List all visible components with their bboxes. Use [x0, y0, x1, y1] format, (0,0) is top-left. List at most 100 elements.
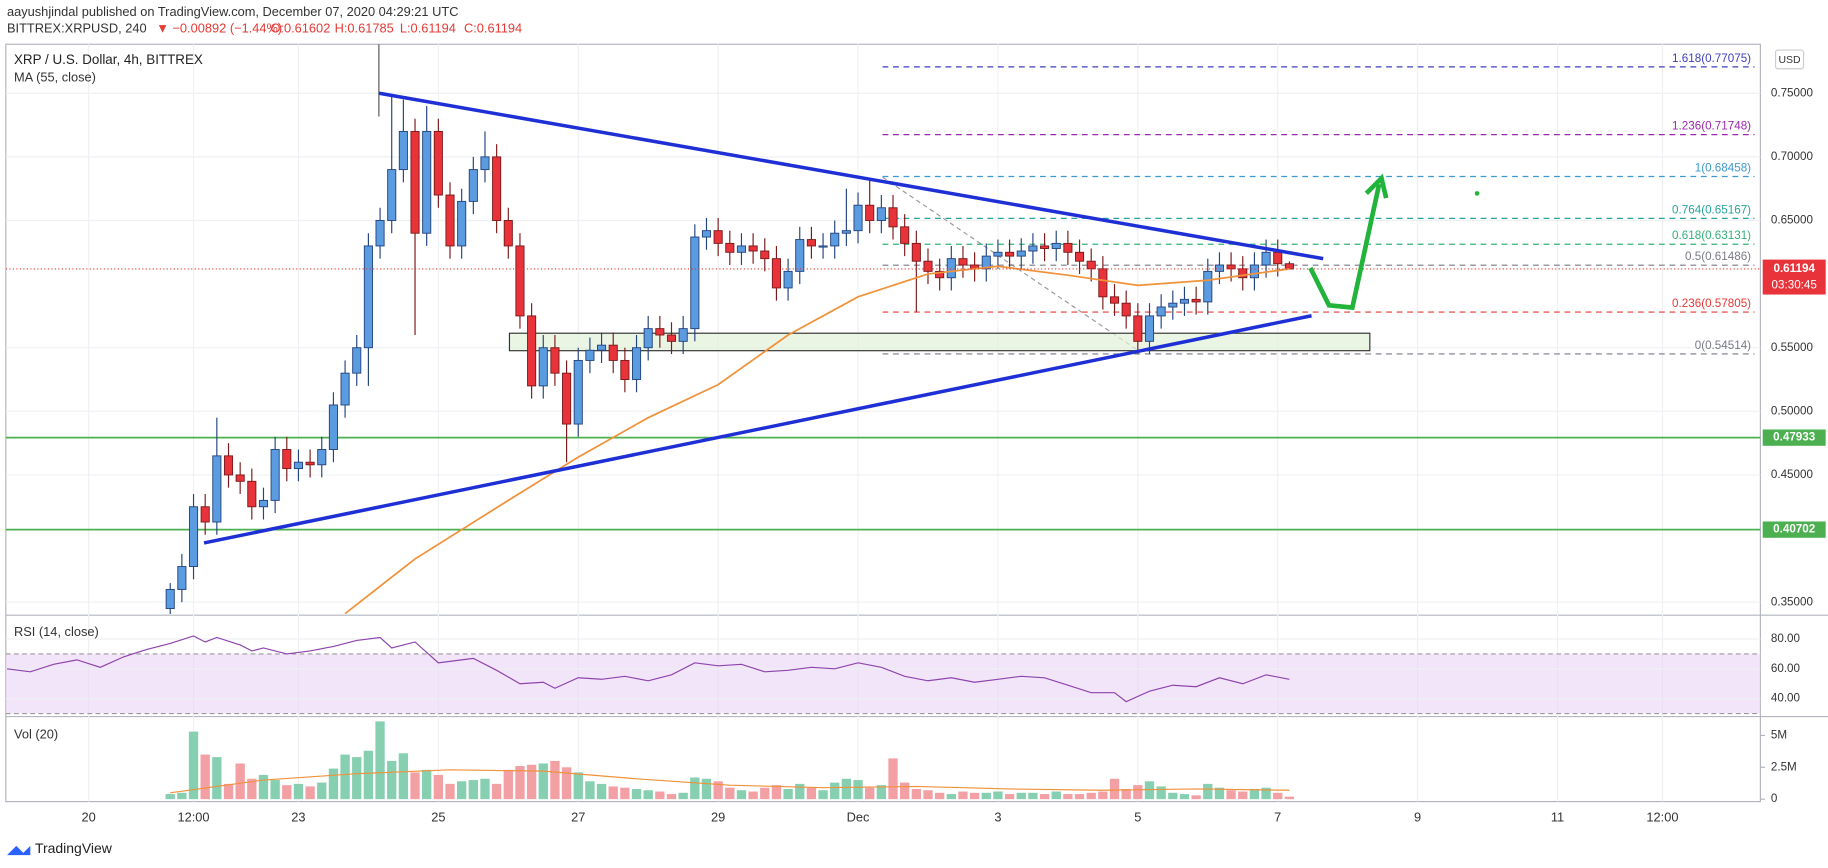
volume-bar: [981, 792, 991, 800]
volume-bar: [1156, 786, 1166, 800]
volume-bar: [247, 778, 257, 800]
candle-body: [422, 130, 432, 234]
candle-body: [1261, 251, 1271, 266]
volume-bar: [328, 768, 339, 800]
x-tick-label: 7: [1274, 809, 1281, 824]
candle-body: [865, 204, 875, 221]
volume-bar: [235, 763, 245, 800]
ohlc-high: H:0.61785: [335, 21, 394, 36]
volume-bar: [841, 778, 852, 800]
brand-logo: [6, 845, 31, 856]
volume-bar: [1144, 781, 1155, 800]
y-tick-label: 0.50000: [1771, 404, 1814, 417]
candle-body: [806, 239, 816, 247]
candle-body: [585, 349, 595, 361]
volume-legend: Vol (20): [14, 727, 58, 742]
volume-bar: [165, 794, 175, 800]
candle-body: [841, 230, 851, 234]
candle-body: [387, 169, 397, 221]
candle-body: [480, 156, 490, 171]
candle-body: [363, 245, 373, 349]
candle-body: [1063, 242, 1073, 253]
candle-body: [1133, 315, 1143, 342]
ohlc-close: C:0.61194: [464, 21, 522, 36]
candle-body: [923, 260, 933, 272]
candle-body: [258, 499, 269, 508]
x-tick-label: 29: [711, 809, 725, 824]
candle-body: [958, 258, 968, 266]
candle-body: [678, 328, 688, 342]
volume-bar: [1098, 791, 1108, 800]
volume-tick-label: 0: [1771, 792, 1778, 805]
volume-bar: [340, 754, 350, 800]
candle-body: [736, 245, 747, 253]
candle-body: [293, 461, 303, 470]
level-badge: [1762, 521, 1826, 538]
volume-bar: [1214, 787, 1225, 800]
volume-bar: [1168, 792, 1178, 800]
x-tick-label: 3: [994, 809, 1001, 824]
price-pane: 1.618(0.77075) 1.236(0.71748) 1(0.68458) 0.…: [5, 44, 1761, 615]
rsi-tick-label: 60.00: [1771, 662, 1801, 675]
volume-bar: [1039, 794, 1050, 800]
volume-bar: [713, 781, 723, 800]
volume-bar: [480, 778, 490, 800]
volume-bar: [526, 764, 537, 800]
fib-label: 1(0.68458): [1695, 161, 1751, 174]
currency: USD: [1778, 55, 1801, 66]
candle-body: [1005, 251, 1015, 257]
volume-bar: [1249, 788, 1260, 800]
volume-bar: [736, 790, 747, 800]
candle-body: [165, 588, 175, 610]
upper-trendline: [378, 91, 1324, 261]
volume-bar: [433, 774, 444, 800]
volume-bar: [422, 769, 432, 800]
y-tick-label: 0.65000: [1771, 214, 1814, 227]
candle-body: [795, 239, 805, 272]
rsi-pane: [5, 635, 1761, 715]
drawings: [203, 91, 1480, 545]
candle-body: [1121, 302, 1131, 317]
volume-bar: [212, 757, 222, 800]
volume-bar: [538, 763, 548, 800]
x-tick-label: 5: [1134, 809, 1141, 824]
candle-body: [993, 251, 1003, 257]
candle-body: [853, 204, 863, 232]
volume-bar: [923, 790, 933, 800]
volume-bar: [223, 783, 234, 800]
volume-bar: [1109, 778, 1120, 800]
candle-body: [876, 207, 886, 221]
volume-bar: [783, 788, 793, 800]
candle-body: [550, 347, 560, 374]
candle-body: [631, 347, 642, 380]
level-label: 0.47933: [1773, 431, 1816, 444]
candle-body: [830, 232, 840, 247]
fib-label: 1.236(0.71748): [1672, 120, 1751, 133]
fib-label: 0.618(0.63131): [1672, 229, 1751, 242]
candle-body: [1098, 268, 1108, 298]
volume-bar: [398, 753, 409, 800]
arrow-head: [1364, 173, 1389, 199]
volume-bar: [911, 788, 921, 800]
candle-body: [771, 258, 781, 289]
volume-bar: [457, 781, 467, 800]
level-badge: [1762, 429, 1826, 446]
rsi-tick-label: 80.00: [1771, 632, 1801, 645]
volume-bar: [993, 791, 1003, 800]
fib-label: 0(0.54514): [1695, 339, 1751, 352]
fib-label: 0.236(0.57805): [1672, 297, 1751, 310]
candle-body: [515, 245, 525, 317]
volume-pane: [165, 721, 1295, 800]
volume-bar: [958, 791, 968, 800]
candle-body: [1156, 306, 1166, 317]
change-text: ▼ −0.00892 (−1.44%): [156, 21, 282, 36]
currency-box[interactable]: [1774, 49, 1805, 70]
candle-body: [527, 315, 537, 387]
y-tick-label: 0.75000: [1771, 86, 1814, 99]
volume-bar: [631, 788, 642, 800]
candle-body: [445, 194, 455, 247]
volume-bar: [1226, 790, 1236, 800]
last-price-badge: [1762, 259, 1826, 295]
